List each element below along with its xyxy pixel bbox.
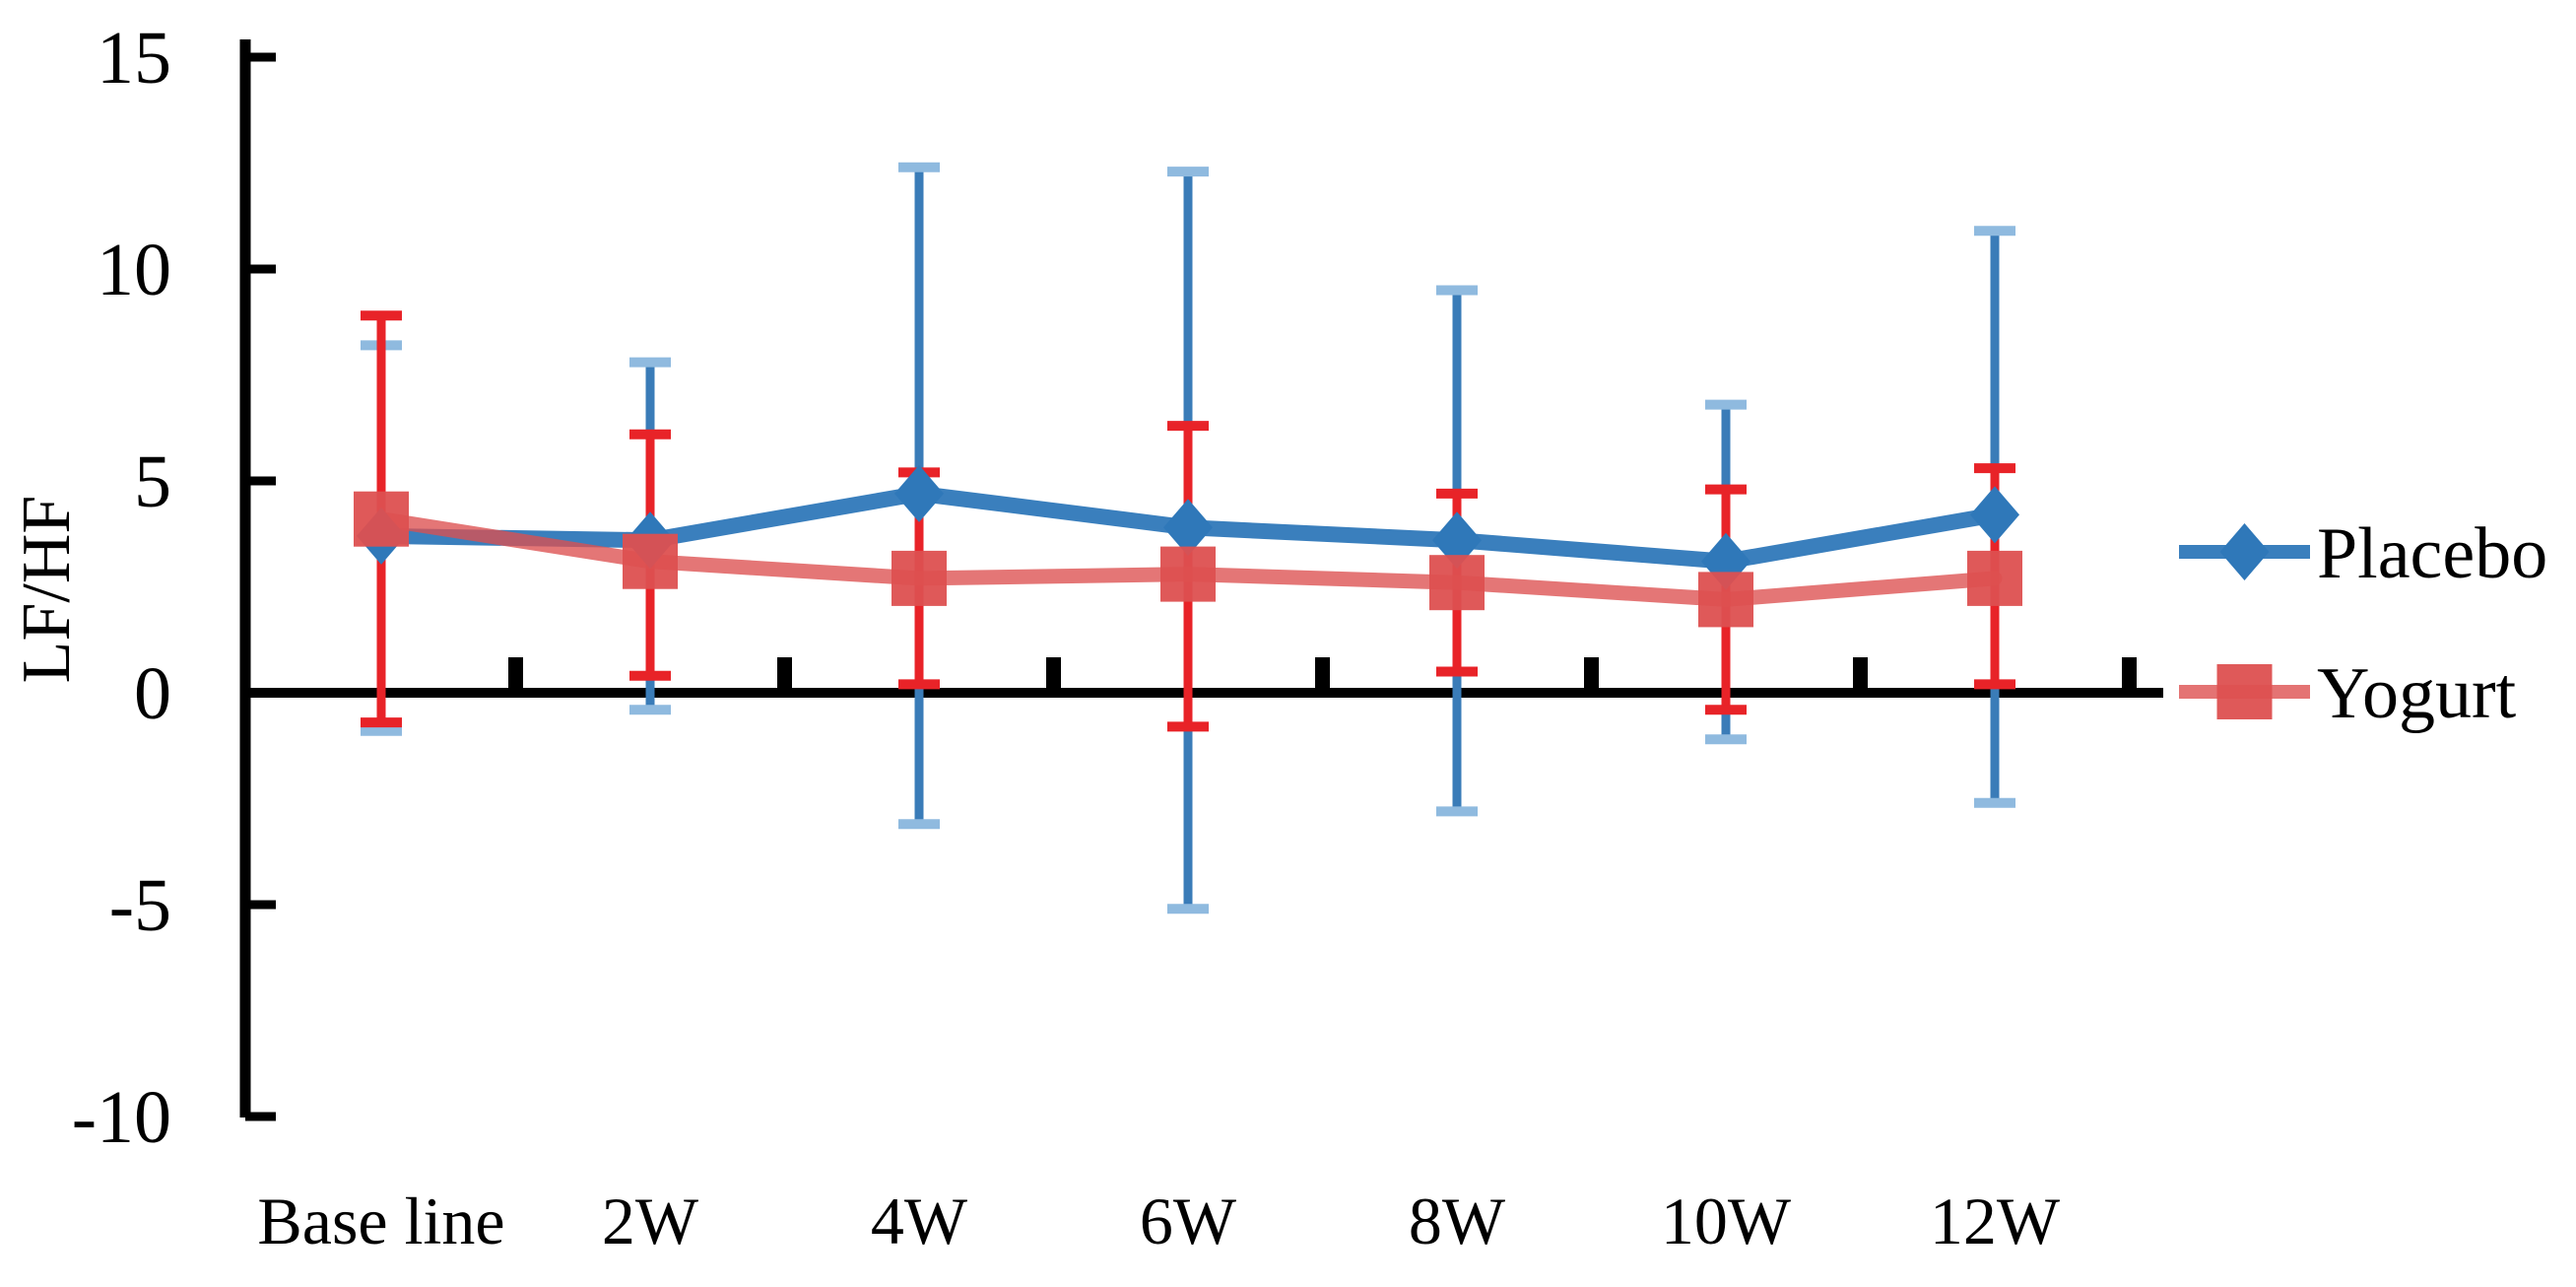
square-marker — [354, 491, 409, 547]
x-category-label: 4W — [871, 1184, 968, 1258]
square-marker — [892, 550, 947, 606]
y-axis-title: LF/HF — [9, 496, 85, 684]
square-marker — [1967, 550, 2022, 606]
x-category-label: Base line — [257, 1184, 504, 1258]
legend-item-placebo: Placebo — [2179, 513, 2547, 594]
x-category-label: 8W — [1409, 1184, 1506, 1258]
y-axis — [239, 39, 276, 1121]
x-category-label: 10W — [1661, 1184, 1792, 1258]
diamond-marker — [2219, 523, 2270, 580]
y-tick-label: 15 — [97, 17, 171, 100]
legend: Placebo Yogurt — [2179, 513, 2547, 734]
diamond-marker — [894, 464, 944, 522]
legend-label: Placebo — [2317, 513, 2547, 594]
square-marker — [623, 533, 678, 589]
x-category-labels: Base line 2W 4W 6W 8W 10W 12W — [257, 1184, 2060, 1258]
legend-label: Yogurt — [2317, 653, 2517, 734]
diamond-marker — [1970, 486, 2019, 544]
x-category-label: 2W — [602, 1184, 699, 1258]
y-tick-labels: 15 10 5 0 -5 -10 — [72, 17, 171, 1159]
y-tick-label: 0 — [134, 652, 171, 735]
square-marker — [1698, 572, 1753, 628]
legend-item-yogurt: Yogurt — [2179, 653, 2517, 734]
x-axis — [245, 657, 2163, 698]
x-category-label: 12W — [1930, 1184, 2061, 1258]
y-axis-title-text: LF/HF — [9, 496, 85, 684]
y-tick-label: -5 — [109, 864, 171, 947]
square-marker — [1160, 546, 1216, 602]
diamond-marker — [1432, 511, 1482, 570]
series-markers-yogurt — [354, 491, 2022, 628]
square-marker — [1429, 555, 1485, 611]
x-category-label: 6W — [1140, 1184, 1237, 1258]
square-marker — [2216, 664, 2273, 719]
diamond-marker — [1163, 499, 1213, 557]
y-tick-label: 10 — [97, 229, 171, 311]
y-tick-label: 5 — [134, 440, 171, 523]
y-tick-label: -10 — [72, 1076, 171, 1159]
